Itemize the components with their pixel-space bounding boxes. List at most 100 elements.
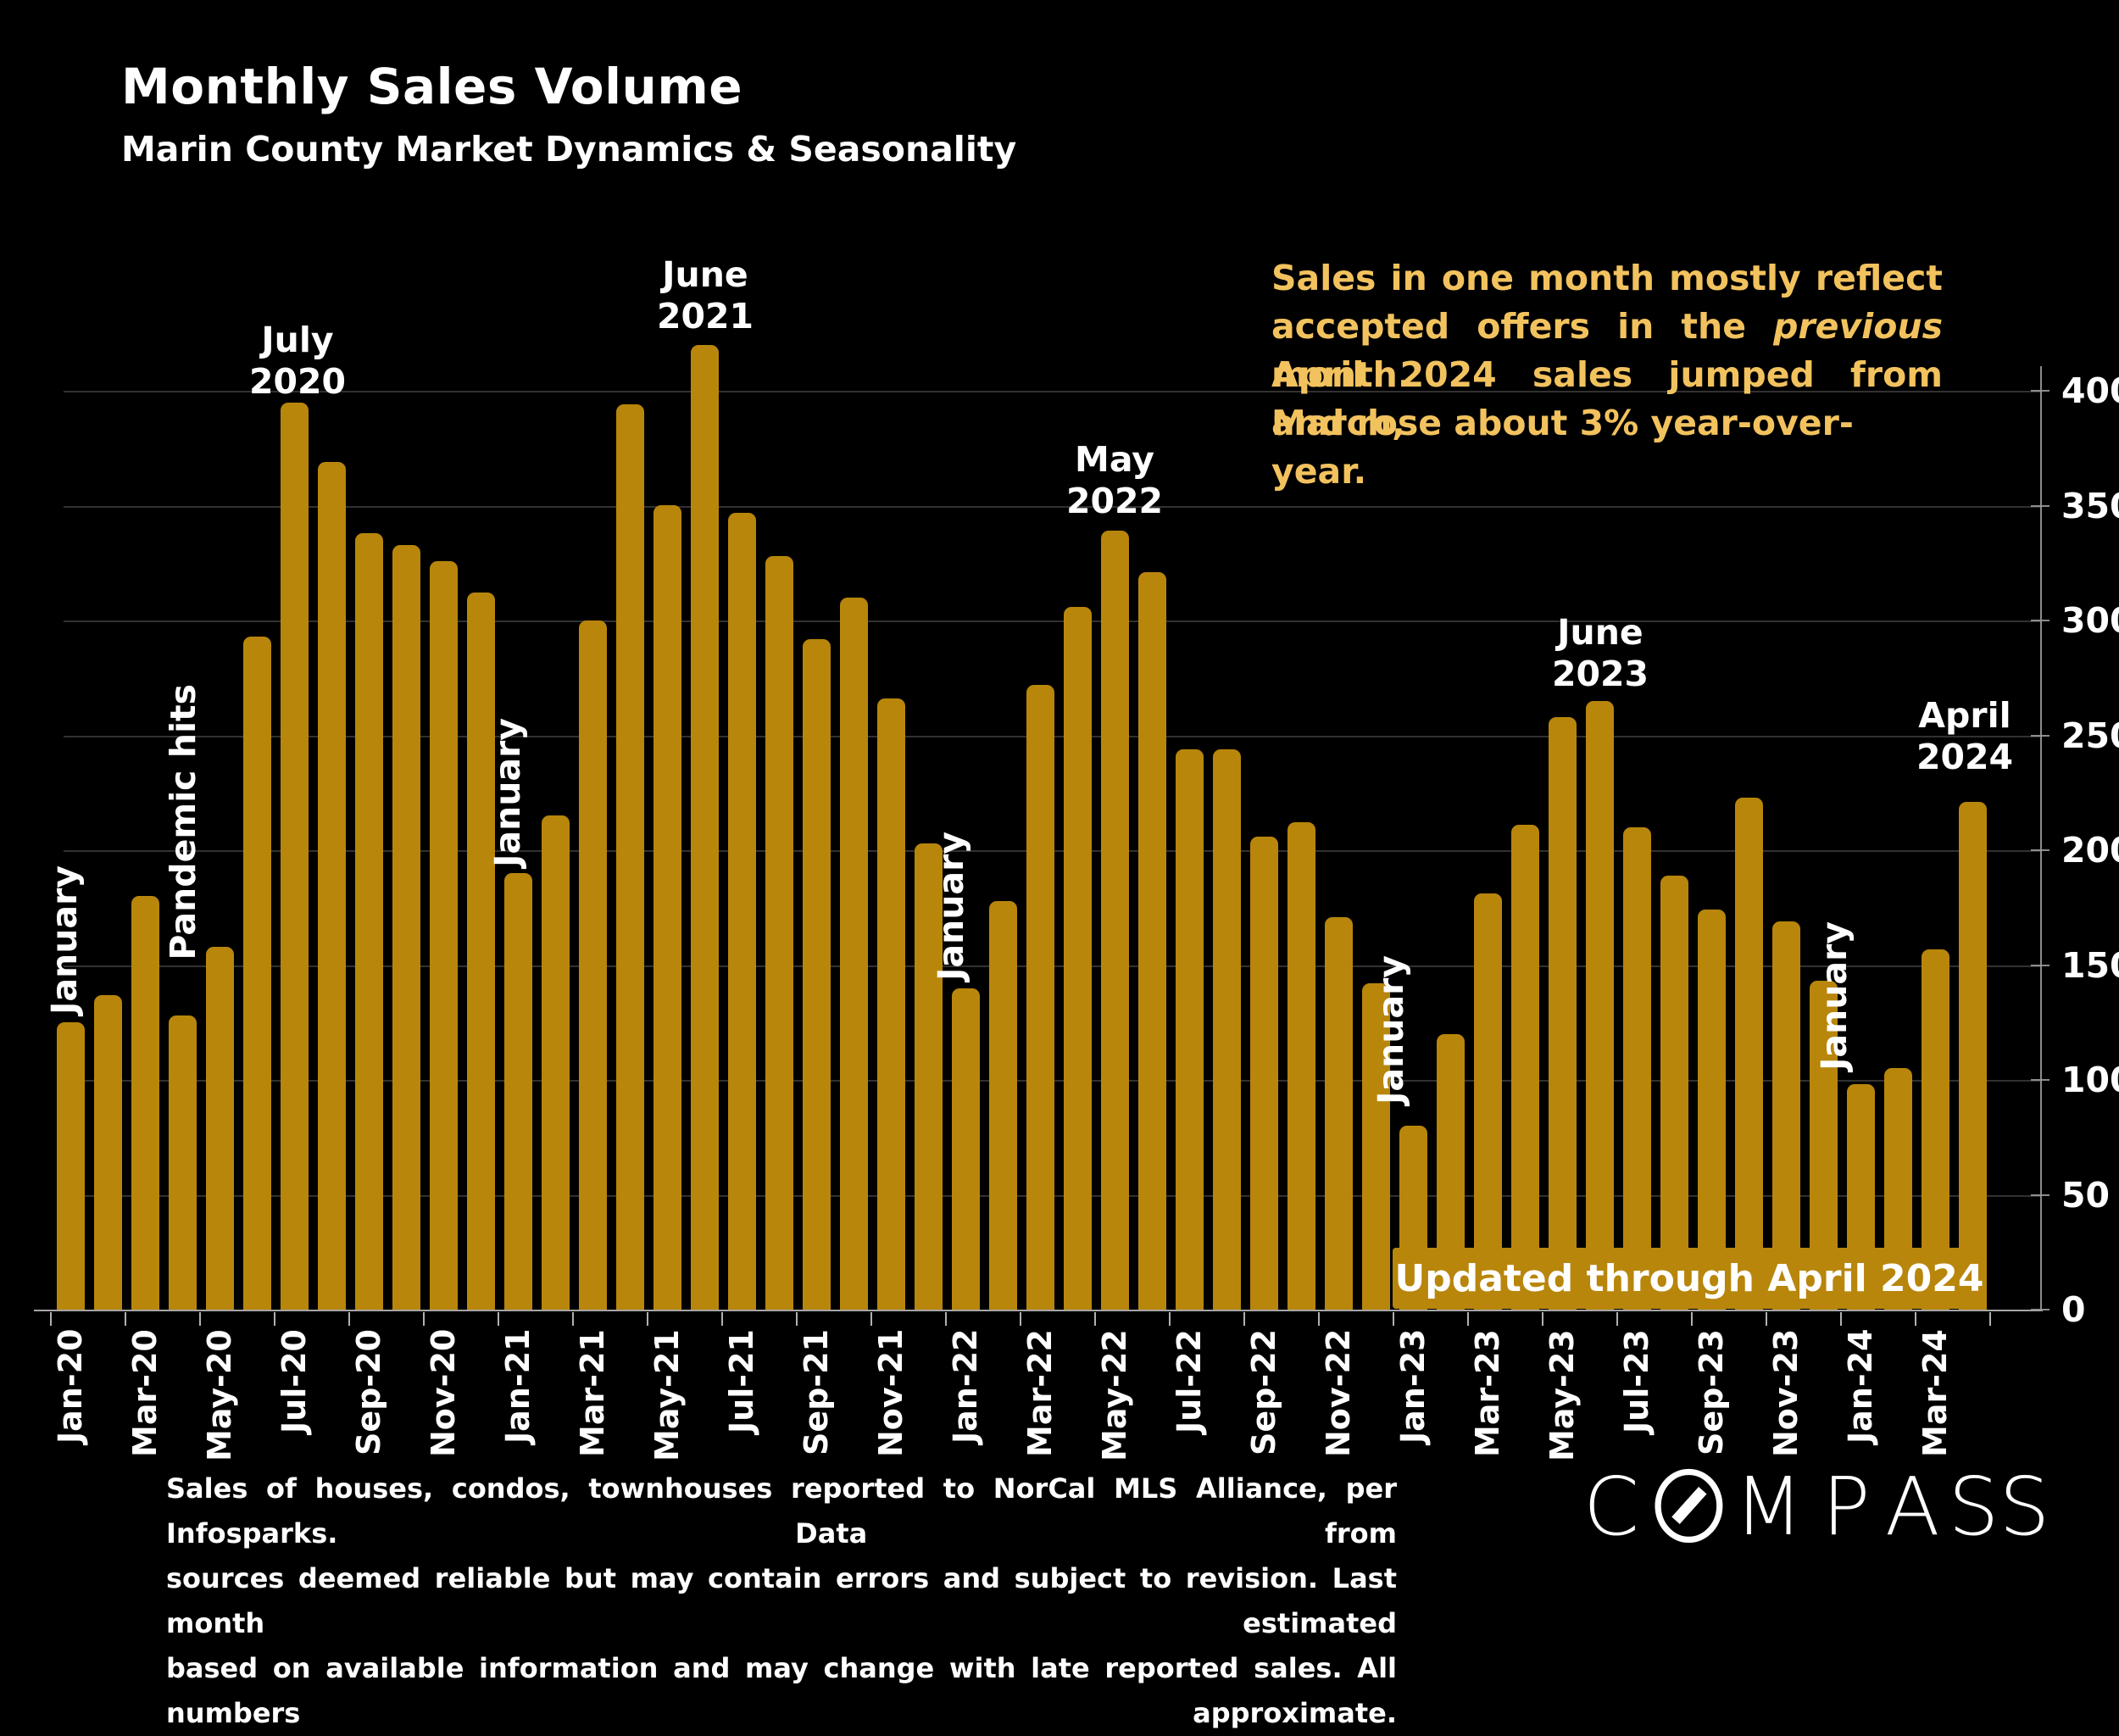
x-label-Jan-20: Jan-20: [52, 1329, 89, 1444]
bar-Jul-21: [727, 513, 756, 1310]
bar-Apr-21: [615, 404, 644, 1310]
commentary-note: Sales in one month mostly reflect accept…: [1271, 254, 1943, 492]
bar-Feb-22: [988, 901, 1017, 1310]
y-axis-line: [2040, 366, 2042, 1311]
x-tick-Sep-22: [1243, 1312, 1245, 1326]
x-label-May-22: May-22: [1096, 1329, 1133, 1461]
bar-Jun-23: [1585, 701, 1614, 1310]
x-tick-May-22: [1094, 1312, 1096, 1326]
note-line-3: April 2024 sales jumped from March,: [1271, 354, 1943, 443]
x-tick-Jan-22: [945, 1312, 947, 1326]
bar-Jun-20: [242, 637, 271, 1310]
x-label-Sep-23: Sep-23: [1693, 1329, 1730, 1455]
x-tick-Mar-20: [125, 1312, 126, 1326]
annotation-january-2022: January: [931, 832, 971, 981]
annotation-june-2023: June 2023: [1551, 612, 1649, 694]
x-tick-Jul-22: [1169, 1312, 1171, 1326]
bar-Oct-21: [839, 598, 868, 1310]
footer-line-1: Sales of houses, condos, townhouses repo…: [166, 1472, 1397, 1550]
x-tick-Sep-20: [348, 1312, 350, 1326]
bar-Nov-20: [429, 561, 458, 1310]
x-label-Jan-21: Jan-21: [499, 1329, 537, 1444]
x-label-Jul-22: Jul-22: [1171, 1329, 1208, 1433]
bar-Apr-24: [1958, 802, 1987, 1310]
y-label-100: 100: [2061, 1060, 2119, 1100]
annotation-january-2024: January: [1814, 921, 1855, 1071]
x-axis-line: [34, 1310, 2043, 1311]
logo-letter-s2: S: [1999, 1463, 2046, 1554]
x-tick-Jan-21: [498, 1312, 499, 1326]
y-label-300: 300: [2061, 600, 2119, 641]
y-tick-300: [2031, 620, 2049, 621]
x-label-Nov-22: Nov-22: [1320, 1329, 1357, 1458]
x-tick-May-20: [199, 1312, 201, 1326]
bar-Apr-22: [1063, 607, 1092, 1310]
bar-May-23: [1548, 717, 1577, 1310]
bar-Jul-22: [1175, 749, 1204, 1310]
note-line-2: accepted offers in the previous month.: [1271, 306, 1943, 395]
x-label-Mar-21: Mar-21: [574, 1329, 611, 1457]
y-label-250: 250: [2061, 715, 2119, 756]
y-label-400: 400: [2061, 370, 2119, 411]
gridline-400: [64, 391, 2040, 392]
bar-Nov-21: [876, 698, 905, 1310]
x-label-May-20: May-20: [201, 1329, 238, 1461]
bar-Jun-21: [690, 345, 719, 1310]
y-tick-100: [2031, 1079, 2049, 1081]
x-tick-Nov-20: [423, 1312, 425, 1326]
x-label-Jul-23: Jul-23: [1618, 1329, 1655, 1433]
bar-Sep-21: [802, 639, 831, 1310]
footer-line-2: sources deemed reliable but may contain …: [166, 1562, 1397, 1639]
bar-Sep-23: [1697, 910, 1726, 1310]
bar-Nov-23: [1771, 921, 1800, 1310]
bar-Feb-21: [541, 815, 570, 1310]
bar-Oct-20: [392, 545, 420, 1310]
bar-Mar-22: [1026, 685, 1054, 1310]
bar-May-22: [1100, 531, 1129, 1310]
x-label-May-23: May-23: [1543, 1329, 1581, 1461]
x-tick-Jan-23: [1393, 1312, 1394, 1326]
bar-Sep-22: [1249, 837, 1278, 1310]
x-tick-Nov-23: [1766, 1312, 1767, 1326]
x-tick-May-23: [1542, 1312, 1543, 1326]
page-title: Monthly Sales Volume: [121, 58, 743, 115]
y-label-200: 200: [2061, 830, 2119, 871]
footer-line-3: based on available information and may c…: [166, 1652, 1397, 1729]
x-tick-Mar-22: [1020, 1312, 1021, 1326]
x-label-Mar-22: Mar-22: [1021, 1329, 1059, 1457]
bar-Dec-21: [914, 843, 943, 1310]
bar-Aug-22: [1212, 749, 1241, 1310]
x-tick-May-21: [647, 1312, 648, 1326]
x-tick-Nov-22: [1318, 1312, 1320, 1326]
x-tick-Mar-21: [572, 1312, 574, 1326]
x-label-Sep-22: Sep-22: [1245, 1329, 1282, 1455]
bar-Jan-21: [503, 873, 532, 1310]
x-tick-Jul-23: [1616, 1312, 1618, 1326]
annotation-april-2024: April 2024: [1916, 695, 2014, 777]
x-label-Nov-21: Nov-21: [872, 1329, 909, 1458]
bar-Nov-22: [1324, 917, 1353, 1310]
bar-Dec-20: [466, 593, 495, 1310]
footer-disclaimer: Sales of houses, condos, townhouses repo…: [166, 1466, 1397, 1736]
bar-Jan-20: [56, 1022, 85, 1310]
x-label-Nov-23: Nov-23: [1767, 1329, 1805, 1458]
x-tick-end: [1989, 1312, 1991, 1326]
annotation-pandemic-hits: Pandemic hits: [163, 684, 203, 960]
x-tick-Sep-23: [1691, 1312, 1693, 1326]
x-label-Jan-23: Jan-23: [1394, 1329, 1432, 1444]
bar-Jun-22: [1137, 572, 1166, 1310]
bar-Aug-23: [1660, 876, 1688, 1310]
x-label-Mar-24: Mar-24: [1916, 1329, 1954, 1457]
note-italic-previous: previous: [1773, 306, 1943, 347]
x-tick-Nov-21: [870, 1312, 872, 1326]
bar-May-20: [205, 947, 234, 1310]
bar-Jan-22: [951, 988, 980, 1310]
compass-logo: C M P A S S: [1583, 1463, 2046, 1554]
bar-Mar-23: [1473, 893, 1502, 1310]
y-tick-150: [2031, 964, 2049, 966]
x-tick-Jan-20: [50, 1312, 52, 1326]
page-subtitle: Marin County Market Dynamics & Seasonali…: [121, 129, 1017, 170]
y-tick-350: [2031, 504, 2049, 507]
bar-Apr-20: [168, 1015, 197, 1310]
x-tick-Jul-21: [721, 1312, 723, 1326]
